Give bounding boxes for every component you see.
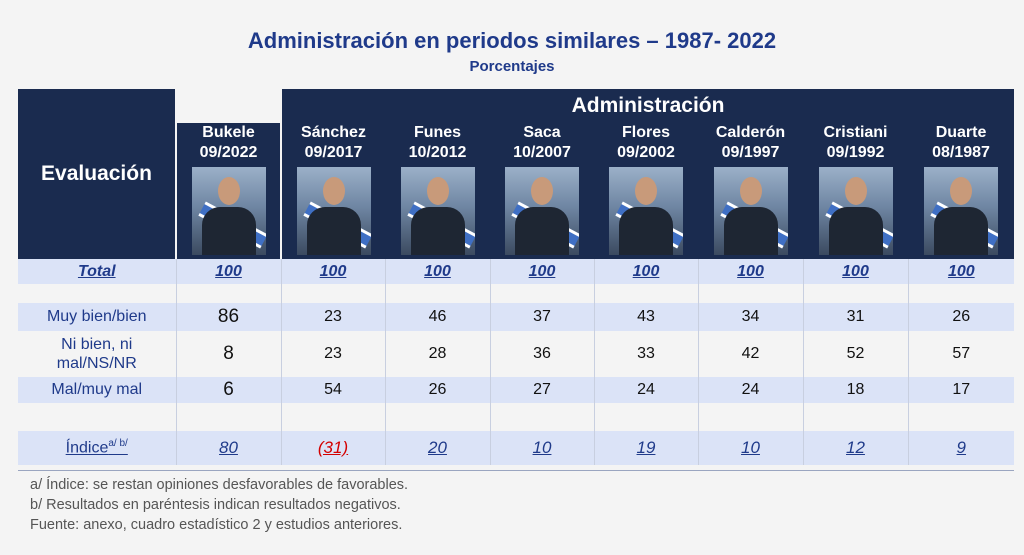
admin-name: Flores [621,124,670,141]
row-label-line: mal/NS/NR [56,355,137,372]
admin-date: 09/2002 [617,144,675,161]
portrait-photo [505,167,579,255]
cell-value: 100 [907,259,1015,284]
admin-col-sanchez: Sánchez 09/2017 [280,123,385,259]
row-label-indice: Índicea/ b/ [18,431,176,465]
cell-value: 12 [802,431,908,465]
cell-value-negative: (31) [280,431,385,465]
header-spacer [175,89,281,123]
cell-value: 100 [593,259,698,284]
cell-value: 100 [384,259,490,284]
admin-date: 09/1992 [826,144,885,161]
page-subtitle: Porcentajes [469,58,555,75]
source-note: Fuente: anexo, cuadro estadístico 2 y es… [30,517,403,533]
admin-col-saca: Saca 10/2007 [490,123,594,259]
cell-value: 17 [907,377,1015,403]
cell-value: 23 [280,331,385,377]
cell-value: 100 [697,259,803,284]
page-title: Administración en periodos similares – 1… [247,28,777,53]
cell-value: 28 [384,331,490,377]
table-row-ni-bien: Ni bien, ni mal/NS/NR 8 23 28 36 33 42 5… [18,331,1015,377]
admin-name: Duarte [935,124,987,141]
cell-value: 36 [489,331,594,377]
portrait-photo [609,167,683,255]
cell-value: 43 [593,303,698,331]
portrait-photo [296,167,371,255]
admin-date: 09/2017 [304,144,363,161]
admin-date: 10/2007 [513,144,571,161]
table-row-total: Total 100 100 100 100 100 100 100 100 [18,259,1015,284]
portrait-photo [191,167,266,255]
cell-value: 24 [593,377,698,403]
table-bottom-divider [18,470,1014,471]
admin-date: 09/2022 [199,144,258,161]
admin-col-flores: Flores 09/2002 [594,123,698,259]
admin-name: Calderón [715,124,786,141]
administration-group-header: Administración [279,89,1015,123]
row-label-total: Total [77,262,116,280]
cell-value: 33 [593,331,698,377]
admin-name: Cristiani [823,124,888,141]
row-label-mal: Mal/muy mal [51,381,143,398]
cell-value: 37 [489,303,594,331]
portrait-photo [713,167,788,255]
portrait-photo [924,167,999,255]
cell-value: 42 [697,331,803,377]
admin-date: 09/1997 [721,144,780,161]
cell-value: 80 [175,431,281,465]
admin-col-duarte: Duarte 08/1987 [908,123,1014,259]
table-row-indice: Índicea/ b/ 80 (31) 20 10 19 10 12 9 [18,431,1015,465]
footnote-b: b/ Resultados en paréntesis indican resu… [30,497,401,513]
cell-value: 100 [175,259,281,284]
row-label-muy-bien: Muy bien/bien [46,308,147,325]
row-label-ni-bien: Ni bien, ni mal/NS/NR [18,331,176,377]
cell-value: 26 [384,377,490,403]
admin-name: Funes [413,124,462,141]
indice-label: Índice [65,439,109,457]
cell-value: 100 [802,259,908,284]
admin-col-bukele: Bukele 09/2022 [175,123,281,259]
evaluation-header: Evaluación [18,89,176,259]
admin-date: 10/2012 [408,144,467,161]
cell-value: 54 [280,377,385,403]
admin-col-funes: Funes 10/2012 [385,123,490,259]
cell-value: 10 [697,431,803,465]
cell-value: 19 [593,431,698,465]
table-row-mal: Mal/muy mal 6 54 26 27 24 24 18 17 [18,377,1015,403]
cell-value: 18 [802,377,908,403]
portrait-photo [400,167,475,255]
row-label-line: Ni bien, ni [61,336,133,353]
cell-value: 9 [907,431,1015,465]
cell-value: 26 [907,303,1015,331]
cell-value: 10 [489,431,594,465]
cell-value: 20 [384,431,490,465]
evaluation-table: Evaluación Administración Bukele 09/2022… [18,89,1015,465]
cell-value: 6 [175,377,281,403]
cell-value: 8 [175,331,281,377]
admin-name: Sánchez [301,124,366,141]
admin-col-cristiani: Cristiani 09/1992 [803,123,908,259]
indice-footnote-ref: a/ b/ [108,438,128,450]
admin-col-calderon: Calderón 09/1997 [698,123,803,259]
cell-value: 27 [489,377,594,403]
cell-value: 57 [907,331,1015,377]
cell-value: 86 [175,303,281,331]
table-row-spacer [18,284,1015,303]
cell-value: 24 [697,377,803,403]
cell-value: 46 [384,303,490,331]
cell-value: 100 [489,259,594,284]
cell-value: 100 [280,259,385,284]
cell-value: 34 [697,303,803,331]
table-row-muy-bien: Muy bien/bien 86 23 46 37 43 34 31 26 [18,303,1015,331]
cell-value: 23 [280,303,385,331]
portrait-photo [818,167,893,255]
cell-value: 52 [802,331,908,377]
cell-value: 31 [802,303,908,331]
admin-name: Saca [523,124,561,141]
table-row-spacer [18,403,1015,431]
footnote-a: a/ Índice: se restan opiniones desfavora… [30,477,409,493]
admin-date: 08/1987 [932,144,990,161]
footnotes: a/ Índice: se restan opiniones desfavora… [30,475,408,535]
admin-name: Bukele [202,124,255,141]
